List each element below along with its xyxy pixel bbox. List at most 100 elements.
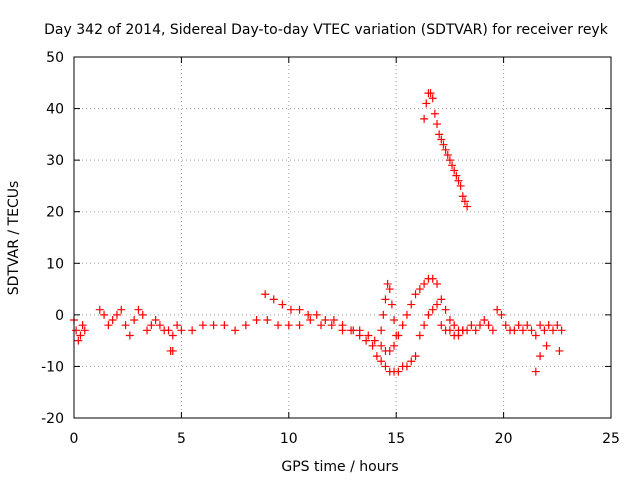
axis-ticks: 0 5 10 15 20 25 -20 -10 0 10 20 30 40 50 [41, 50, 620, 447]
data-point [536, 352, 545, 361]
data-point [188, 326, 197, 335]
data-point [312, 310, 321, 319]
data-point [78, 321, 87, 330]
y-tick-label: 0 [55, 308, 64, 324]
data-point [241, 321, 250, 330]
x-tick-label: 10 [280, 431, 298, 447]
data-point [433, 300, 442, 309]
data-point [443, 150, 452, 159]
data-point [448, 161, 457, 170]
data-point [100, 310, 109, 319]
data-point [392, 331, 401, 340]
data-point [402, 310, 411, 319]
series-upper-branch [261, 274, 467, 355]
data-point [493, 305, 502, 314]
data-point [278, 300, 287, 309]
series-outliers [166, 341, 564, 376]
data-point [381, 362, 390, 371]
data-point [428, 305, 437, 314]
data-point [411, 352, 420, 361]
data-point [377, 357, 386, 366]
data-point [456, 181, 465, 190]
data-point [445, 156, 454, 165]
x-tick-label: 25 [602, 431, 620, 447]
data-point [458, 326, 467, 335]
data-point [433, 279, 442, 288]
data-point [553, 321, 562, 330]
data-point [372, 352, 381, 361]
data-point [445, 326, 454, 335]
data-point [441, 145, 450, 154]
data-point [321, 316, 330, 325]
data-point [385, 346, 394, 355]
data-point [428, 94, 437, 103]
y-tick-label: 50 [46, 50, 64, 66]
data-point [475, 321, 484, 330]
data-point [531, 331, 540, 340]
data-point [379, 310, 388, 319]
data-point [168, 331, 177, 340]
data-point [220, 321, 229, 330]
data-point [540, 326, 549, 335]
data-point [407, 300, 416, 309]
data-point [454, 176, 463, 185]
data-point [471, 326, 480, 335]
data-point [458, 192, 467, 201]
data-point [95, 305, 104, 314]
data-point [437, 321, 446, 330]
data-point [370, 336, 379, 345]
data-point [510, 326, 519, 335]
data-point [518, 326, 527, 335]
data-point [209, 321, 218, 330]
data-point [531, 367, 540, 376]
data-point [121, 321, 130, 330]
data-point [383, 279, 392, 288]
data-point [164, 326, 173, 335]
data-point [104, 321, 113, 330]
data-point [441, 305, 450, 314]
series-spike [377, 279, 401, 340]
data-point [198, 321, 207, 330]
x-tick-label: 20 [495, 431, 513, 447]
data-point [108, 316, 117, 325]
y-tick-label: 20 [46, 205, 64, 221]
x-tick-label: 5 [177, 431, 186, 447]
data-point [112, 310, 121, 319]
chart-title: Day 342 of 2014, Sidereal Day-to-day VTE… [44, 22, 609, 38]
data-point [385, 285, 394, 294]
data-point [544, 321, 553, 330]
x-tick-label: 0 [70, 431, 79, 447]
data-point [428, 274, 437, 283]
data-point [364, 331, 373, 340]
data-point [327, 321, 336, 330]
data-point [422, 99, 431, 108]
data-point [450, 321, 459, 330]
data-point [274, 321, 283, 330]
data-point [437, 295, 446, 304]
data-point [329, 316, 338, 325]
data-point [420, 321, 429, 330]
data-point [117, 305, 126, 314]
data-point [381, 295, 390, 304]
data-point [306, 316, 315, 325]
data-point [463, 202, 472, 211]
data-point [557, 326, 566, 335]
data-point [394, 367, 403, 376]
series-high-arc [420, 89, 472, 211]
data-point [536, 321, 545, 330]
data-point [177, 326, 186, 335]
data-point [155, 321, 164, 330]
data-point [377, 326, 386, 335]
data-point [435, 130, 444, 139]
data-point [398, 321, 407, 330]
data-point [261, 290, 270, 299]
data-point [420, 279, 429, 288]
data-point [168, 346, 177, 355]
data-point [269, 295, 278, 304]
data-point [424, 310, 433, 319]
data-point [411, 290, 420, 299]
data-point [74, 336, 83, 345]
data-point [437, 135, 446, 144]
data-point [390, 316, 399, 325]
data-point [377, 341, 386, 350]
